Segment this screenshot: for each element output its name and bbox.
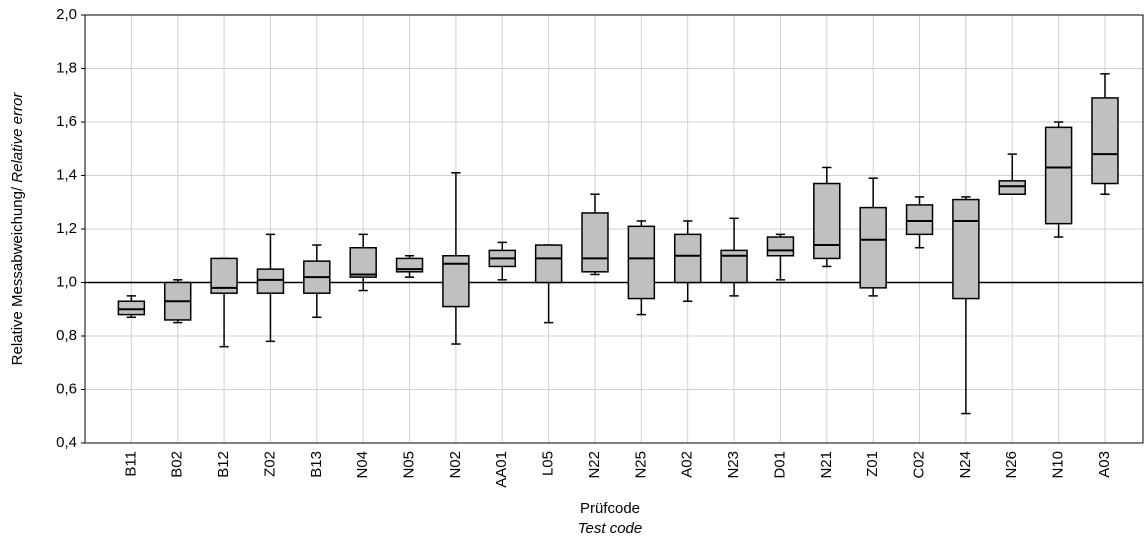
x-tick-label: B11 <box>122 451 139 477</box>
y-tick-label: 0,6 <box>56 380 77 397</box>
x-axis-label: Prüfcode <box>580 500 640 517</box>
x-tick-label: C02 <box>910 451 927 479</box>
x-tick-label: Z02 <box>261 451 278 477</box>
box <box>859 206 887 289</box>
x-tick-label: Z01 <box>864 451 881 477</box>
x-axis-label-en: Test code <box>578 520 643 537</box>
x-tick-label: L05 <box>540 451 557 476</box>
box <box>766 236 795 257</box>
x-tick-label: A03 <box>1096 451 1113 478</box>
box <box>534 244 563 284</box>
box <box>627 225 656 300</box>
y-tick-label: 2,0 <box>56 6 77 23</box>
box <box>673 233 702 284</box>
x-tick-label: AA01 <box>493 451 510 488</box>
x-tick-label: N05 <box>401 451 418 479</box>
y-tick-label: 1,8 <box>56 59 77 76</box>
y-tick-label: 1,2 <box>56 220 77 237</box>
box <box>1044 126 1073 225</box>
x-tick-label: D01 <box>771 451 788 479</box>
x-tick-label: N24 <box>957 451 974 479</box>
box <box>905 204 934 236</box>
y-tick-label: 1,0 <box>56 273 77 290</box>
box <box>581 212 609 273</box>
y-axis-label-de: Relative Messabweichung/ <box>9 183 26 366</box>
plot-frame <box>84 14 1144 444</box>
box <box>998 180 1026 195</box>
y-tick-label: 1,6 <box>56 113 77 130</box>
box <box>1091 97 1119 185</box>
x-tick-label: B02 <box>169 451 186 478</box>
box <box>813 182 841 260</box>
box <box>117 300 146 316</box>
x-tick-label: N10 <box>1050 451 1067 479</box>
x-tick-label: A02 <box>679 451 696 478</box>
y-tick-label: 0,8 <box>56 327 77 344</box>
x-tick-label: N26 <box>1003 451 1020 479</box>
x-tick-label: N02 <box>447 451 464 479</box>
x-tick-label: B12 <box>215 451 232 478</box>
x-tick-label: N25 <box>632 451 649 479</box>
x-tick-label: N21 <box>818 451 835 479</box>
y-axis-label-en: Relative error <box>9 92 26 183</box>
x-tick-label: N23 <box>725 451 742 479</box>
box <box>349 246 377 278</box>
y-tick-label: 1,4 <box>56 166 77 183</box>
x-tick-label: N04 <box>354 451 371 479</box>
box <box>256 268 285 294</box>
x-tick-label: N22 <box>586 451 603 479</box>
box <box>952 198 980 300</box>
y-tick-label: 0,4 <box>56 434 77 451</box>
x-tick-label: B13 <box>308 451 325 478</box>
y-axis-label: Relative Messabweichung/ Relative error <box>9 92 26 366</box>
